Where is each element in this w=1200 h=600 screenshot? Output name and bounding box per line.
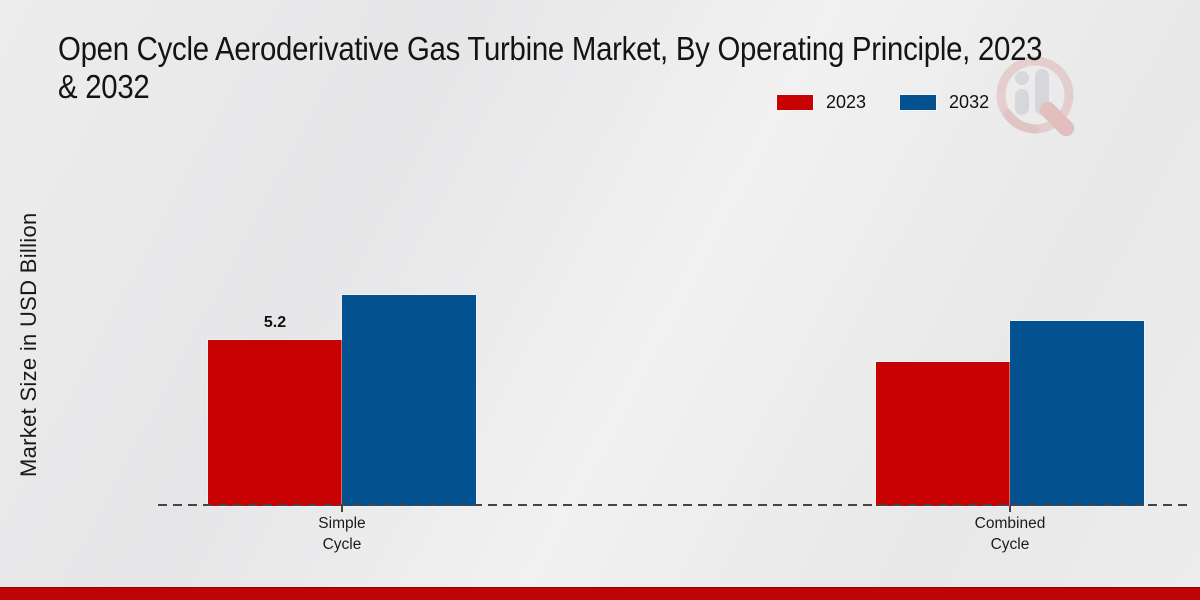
legend-label: 2032 — [949, 92, 990, 112]
y-axis-label: Market Size in USD Billion — [16, 212, 41, 477]
chart-title-line2: & 2032 — [58, 68, 150, 105]
bar-value-label: 5.2 — [263, 314, 287, 331]
chart-title: Open Cycle Aeroderivative Gas Turbine Ma… — [58, 30, 1042, 106]
chart-title-line1: Open Cycle Aeroderivative Gas Turbine Ma… — [58, 30, 1043, 67]
watermark-magnifier-logo-icon — [996, 56, 1075, 137]
x-axis-line — [158, 504, 1192, 506]
bar-2023-combined-cycle — [876, 362, 1010, 506]
legend-swatch-icon — [777, 95, 813, 110]
legend: 2023 2032 — [777, 92, 989, 113]
legend-item-2023: 2023 — [777, 92, 866, 113]
x-axis-tick-simple-cycle — [341, 506, 343, 512]
x-axis-category-label-combined-cycle: Combined Cycle — [974, 515, 1046, 553]
x-axis-tick-combined-cycle — [1009, 506, 1011, 512]
footer-bar — [0, 587, 1200, 600]
legend-swatch-icon — [900, 95, 937, 110]
legend-item-2032: 2032 — [900, 92, 989, 113]
x-axis-category-label-simple-cycle: Simple Cycle — [318, 515, 366, 553]
bar-2032-combined-cycle — [1010, 321, 1144, 506]
legend-label: 2023 — [826, 92, 867, 112]
bar-2023-simple-cycle — [208, 340, 342, 506]
bar-2032-simple-cycle — [342, 295, 476, 506]
